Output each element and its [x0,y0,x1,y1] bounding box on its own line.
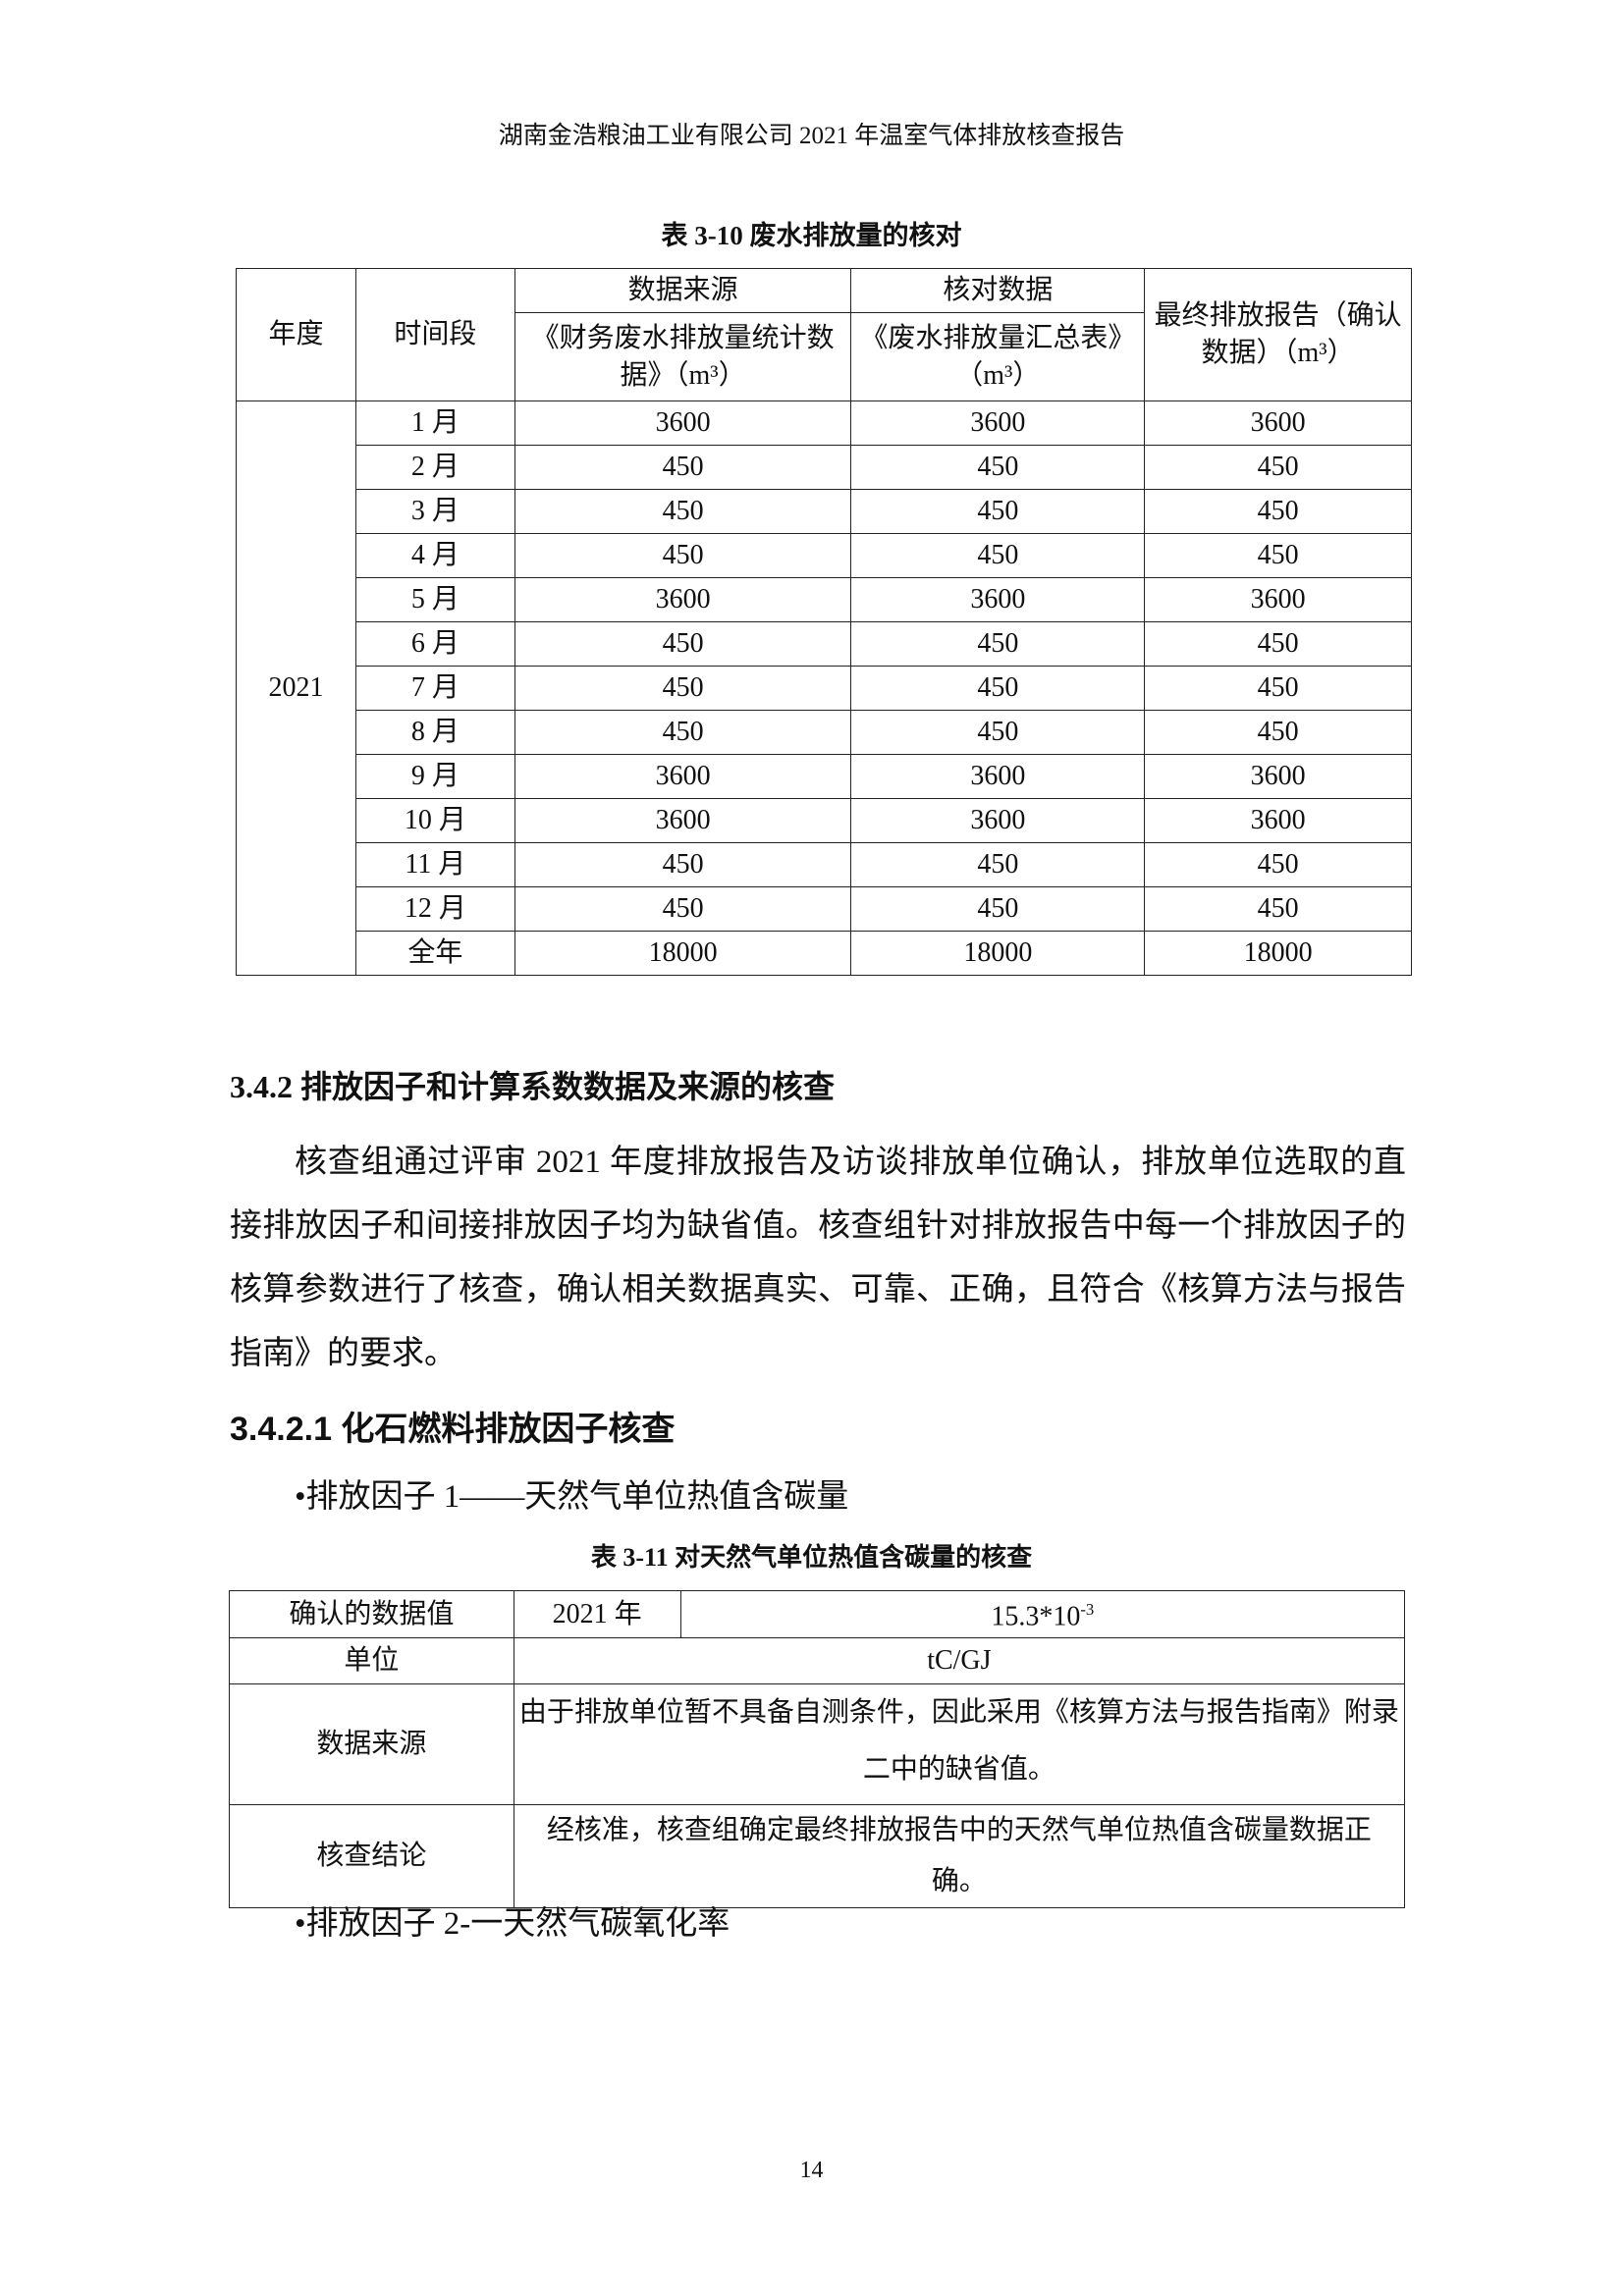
period-cell: 8 月 [354,710,515,755]
value-cell: 450 [514,886,852,932]
table-row: 6 月 450 450 450 [237,621,1412,667]
table-row: 8 月 450 450 450 [237,710,1412,755]
value-cell: 3600 [1144,400,1412,446]
value-cell: 450 [1144,533,1412,578]
value-cell: 3600 [850,754,1146,799]
value-cell: 3600 [1144,798,1412,843]
value-cell: 450 [514,842,852,887]
unit-cell: tC/GJ [513,1637,1406,1684]
value-cell: 450 [1144,886,1412,932]
value-cell: 450 [1144,445,1412,490]
value-cell: 450 [1144,621,1412,667]
table-row: 12 月 450 450 450 [237,886,1412,932]
header-year: 年度 [236,268,356,401]
table-row: 11 月 450 450 450 [237,842,1412,887]
page-header: 湖南金浩粮油工业有限公司 2021 年温室气体排放核查报告 [498,123,1125,149]
value-cell: 450 [514,710,852,755]
year-cell: 2021 [236,400,356,976]
table-row: 9 月 3600 3600 3600 [237,754,1412,799]
carbon-content-table: 确认的数据值 2021 年 15.3*10-3 单位 tC/GJ 数据来源 由于… [229,1590,1406,1908]
table-row: 2021 1 月 3600 3600 3600 [236,400,1412,976]
table-row: 3 月 450 450 450 [237,489,1412,534]
value-cell: 450 [850,533,1146,578]
year-cell: 2021 年 [513,1590,681,1638]
bullet-item: •排放因子 1——天然气单位热值含碳量 [295,1479,849,1515]
value-cell: 450 [514,666,852,711]
value-cell: 450 [514,533,852,578]
header-source: 数据来源 [514,268,852,313]
value-cell: 3600 [850,400,1146,446]
value-cell: 450 [850,621,1146,667]
bullet-item: •排放因子 2-一天然气碳氧化率 [295,1906,730,1942]
value-cell: 450 [514,445,852,490]
label-conclusion: 核查结论 [229,1804,514,1908]
header-source-sub: 《财务废水排放量统计数据》（m³） [514,312,852,401]
period-cell: 5 月 [354,577,515,622]
header-check-sub: 《废水排放量汇总表》（m³） [850,312,1146,401]
header-final: 最终排放报告（确认数据）（m³） [1144,268,1412,401]
table-caption: 表 3-10 废水排放量的核对 [661,221,962,250]
conclusion-cell: 经核准，核查组确定最终排放报告中的天然气单位热值含碳量数据正确。 [513,1804,1406,1908]
value-cell: 3600 [514,798,852,843]
period-cell: 全年 [354,931,515,976]
period-cell: 2 月 [354,445,515,490]
table-caption: 表 3-11 对天然气单位热值含碳量的核查 [590,1543,1033,1572]
label-source: 数据来源 [229,1683,514,1805]
value-cell: 18000 [1144,931,1412,976]
value-cell: 18000 [850,931,1146,976]
body-paragraph: 核查组通过评审 2021 年度排放报告及访谈排放单位确认，排放单位选取的直接排放… [230,1145,1406,1371]
subsection-heading: 3.4.2.1 化石燃料排放因子核查 [230,1411,676,1448]
header-period: 时间段 [354,268,515,401]
period-cell: 7 月 [354,666,515,711]
page-number: 14 [799,2158,824,2183]
period-cell: 9 月 [354,754,515,799]
header-check: 核对数据 [850,268,1146,313]
table-row: 2 月 450 450 450 [237,445,1412,490]
value-cell: 450 [850,666,1146,711]
period-cell: 10 月 [354,798,515,843]
table-row: 4 月 450 450 450 [237,533,1412,578]
value-cell: 3600 [1144,754,1412,799]
period-cell: 3 月 [354,489,515,534]
source-cell: 由于排放单位暂不具备自测条件，因此采用《核算方法与报告指南》附录二中的缺省值。 [513,1683,1406,1805]
value-cell: 3600 [850,577,1146,622]
value-cell: 18000 [514,931,852,976]
value-cell: 450 [514,621,852,667]
table-row: 全年 18000 18000 18000 [237,931,1412,976]
period-cell: 6 月 [354,621,515,667]
value-cell: 450 [850,842,1146,887]
label-unit: 单位 [229,1637,514,1684]
value-cell: 15.3*10-3 [679,1590,1406,1638]
table-row: 5 月 3600 3600 3600 [237,577,1412,622]
value-cell: 3600 [1144,577,1412,622]
value-cell: 450 [850,710,1146,755]
value-cell: 3600 [514,577,852,622]
period-cell: 1 月 [354,400,515,446]
value-cell: 450 [1144,842,1412,887]
value-cell: 450 [850,886,1146,932]
value-cell: 450 [850,489,1146,534]
value-cell: 3600 [850,798,1146,843]
value-cell: 3600 [514,754,852,799]
label-confirmed: 确认的数据值 [229,1590,514,1638]
period-cell: 12 月 [354,886,515,932]
value-cell: 450 [1144,710,1412,755]
section-heading: 3.4.2 排放因子和计算系数数据及来源的核查 [230,1069,836,1104]
period-cell: 11 月 [354,842,515,887]
value-cell: 450 [1144,666,1412,711]
table-row: 10 月 3600 3600 3600 [237,798,1412,843]
value-cell: 3600 [514,400,852,446]
value-cell: 450 [514,489,852,534]
value-cell: 450 [1144,489,1412,534]
table-row: 7 月 450 450 450 [237,666,1412,711]
value-cell: 450 [850,445,1146,490]
period-cell: 4 月 [354,533,515,578]
wastewater-table: 年度 时间段 数据来源 核对数据 最终排放报告（确认数据）（m³） 《财务废水排… [236,268,1412,976]
